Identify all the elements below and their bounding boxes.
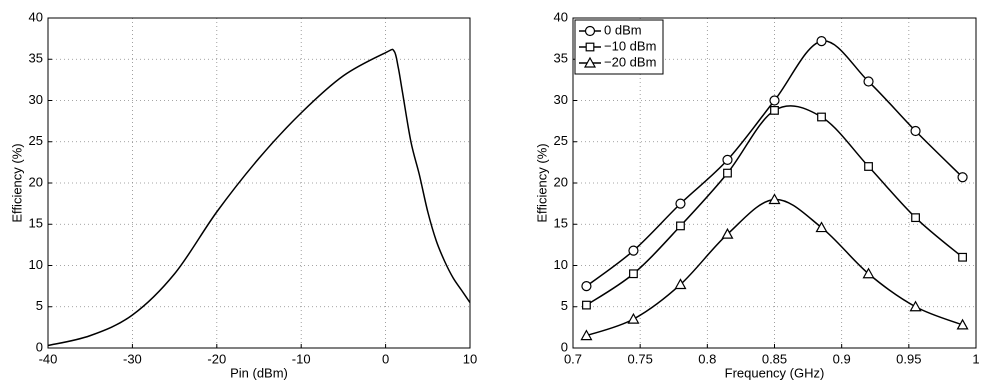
y-tick-label: 10: [554, 257, 568, 272]
x-tick-label: 1: [972, 351, 979, 366]
marker: [768, 193, 781, 205]
marker: [815, 221, 828, 233]
marker: [582, 300, 591, 310]
y-tick-label: 40: [554, 9, 568, 24]
marker: [585, 42, 595, 52]
y-tick-label: 15: [29, 216, 43, 231]
marker: [862, 267, 875, 279]
x-axis-label: Pin (dBm): [230, 365, 288, 380]
x-tick-label: 0.75: [628, 351, 653, 366]
y-tick-label: 20: [29, 174, 43, 189]
x-tick-label: 0.7: [564, 351, 582, 366]
marker: [909, 300, 922, 312]
x-tick-label: 0.95: [896, 351, 921, 366]
x-tick-label: 0.8: [698, 351, 716, 366]
marker: [583, 56, 597, 68]
marker: [769, 95, 780, 106]
marker: [957, 172, 968, 183]
marker: [674, 278, 687, 290]
marker: [627, 312, 640, 324]
x-tick-label: -10: [292, 351, 311, 366]
y-tick-label: 30: [29, 92, 43, 107]
y-axis-label: Efficiency (%): [534, 143, 549, 222]
x-tick-label: -40: [39, 351, 58, 366]
marker: [910, 125, 921, 137]
marker: [958, 252, 967, 262]
marker: [770, 105, 779, 115]
series-line: [585, 40, 964, 287]
legend-label: −10 dBm: [604, 38, 656, 53]
y-tick-label: 10: [29, 257, 43, 272]
y-tick-label: 25: [554, 133, 568, 148]
y-tick-label: 5: [36, 298, 43, 313]
x-tick-label: 0: [382, 351, 389, 366]
x-tick-label: -20: [207, 351, 226, 366]
y-tick-label: 35: [554, 51, 568, 66]
x-tick-label: -30: [123, 351, 142, 366]
marker: [723, 168, 732, 178]
y-tick-label: 25: [29, 133, 43, 148]
marker: [722, 154, 733, 165]
y-tick-label: 20: [554, 174, 568, 189]
y-tick-label: 35: [29, 51, 43, 66]
marker: [956, 318, 969, 330]
x-axis-label: Frequency (GHz): [725, 365, 825, 380]
marker: [584, 25, 596, 37]
x-tick-label: 0.9: [833, 351, 851, 366]
x-tick-label: 0.85: [762, 351, 787, 366]
y-tick-label: 0: [561, 339, 568, 354]
plot-frame: [572, 17, 977, 349]
marker: [911, 213, 920, 223]
series-line: [47, 48, 471, 347]
y-tick-label: 5: [561, 298, 568, 313]
series-line: [586, 198, 963, 337]
marker: [628, 245, 639, 256]
x-tick-label: 10: [463, 351, 477, 366]
y-tick-label: 30: [554, 92, 568, 107]
y-tick-label: 0: [36, 339, 43, 354]
marker: [817, 112, 826, 122]
plot-frame: [47, 17, 471, 349]
legend-label: −20 dBm: [604, 54, 656, 69]
marker: [629, 269, 638, 279]
marker: [721, 227, 734, 239]
marker: [676, 221, 685, 231]
marker: [675, 198, 686, 209]
marker: [581, 281, 592, 292]
legend-label: 0 dBm: [604, 22, 642, 37]
marker: [863, 76, 874, 87]
marker: [580, 329, 593, 341]
marker: [816, 35, 827, 47]
y-tick-label: 15: [554, 216, 568, 231]
y-tick-label: 40: [29, 9, 43, 24]
series-line: [586, 105, 964, 306]
marker: [864, 162, 873, 171]
y-axis-label: Efficiency (%): [9, 143, 24, 222]
